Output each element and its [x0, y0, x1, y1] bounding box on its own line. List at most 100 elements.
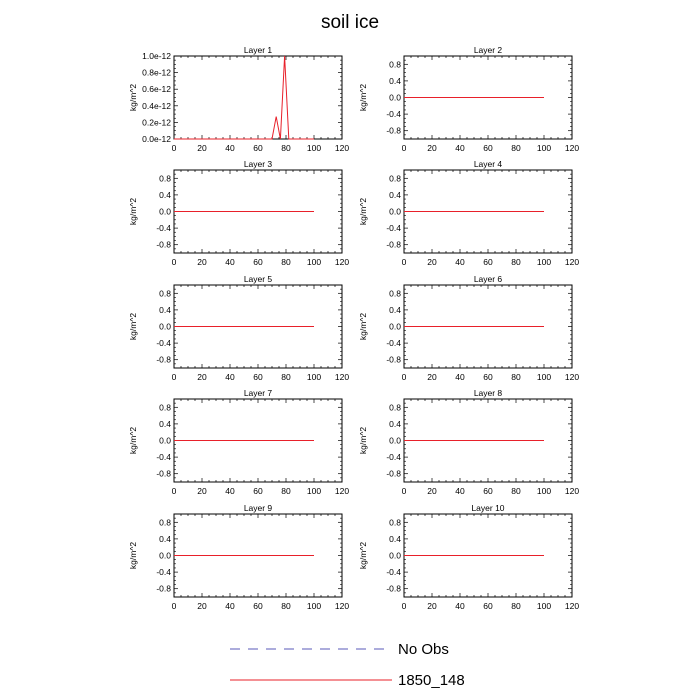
- y-tick-label: -0.8: [156, 240, 171, 250]
- x-tick-label: 40: [455, 257, 465, 267]
- y-axis-label: kg/m^2: [128, 313, 138, 340]
- x-tick-label: 60: [253, 486, 263, 496]
- y-tick-label: 0.8: [389, 402, 401, 412]
- x-tick-label: 20: [427, 257, 437, 267]
- plot-frame: [173, 55, 343, 140]
- x-tick-label: 0: [172, 601, 177, 611]
- y-tick-label: -0.8: [156, 584, 171, 594]
- panel-title: Layer 7: [244, 388, 273, 398]
- panel-layer-4: Layer 4 0 20 40 60 80 100 120 -0.8 -0.4 0.0 0.4 0.8 k…: [358, 159, 579, 267]
- panel-title: Layer 1: [244, 45, 273, 55]
- x-tick-label: 20: [427, 486, 437, 496]
- figure-title: soil ice: [321, 12, 379, 33]
- y-axis-label: kg/m^2: [358, 84, 368, 111]
- x-tick-label: 0: [402, 143, 407, 153]
- y-tick-label: -0.8: [386, 240, 401, 250]
- y-tick-label: -0.8: [156, 469, 171, 479]
- y-tick-label: 0.0: [159, 322, 171, 332]
- x-tick-label: 120: [565, 257, 579, 267]
- y-tick-label: -0.4: [386, 223, 401, 233]
- x-tick-label: 120: [335, 143, 349, 153]
- x-tick-label: 40: [455, 143, 465, 153]
- x-tick-label: 120: [565, 372, 579, 382]
- x-tick-label: 60: [483, 372, 493, 382]
- x-tick-label: 0: [402, 257, 407, 267]
- x-tick-label: 0: [402, 601, 407, 611]
- x-tick-label: 40: [455, 601, 465, 611]
- y-tick-label: 0.0: [159, 207, 171, 217]
- x-tick-label: 60: [483, 257, 493, 267]
- y-tick-label: 0.0: [389, 551, 401, 561]
- y-tick-label: 0.8: [389, 517, 401, 527]
- x-tick-label: 80: [281, 257, 291, 267]
- y-tick-label: -0.4: [386, 338, 401, 348]
- y-axis-label: kg/m^2: [128, 542, 138, 569]
- x-tick-label: 0: [172, 257, 177, 267]
- x-tick-label: 100: [537, 257, 551, 267]
- y-axis-label: kg/m^2: [128, 427, 138, 454]
- x-tick-label: 80: [511, 486, 521, 496]
- panel-layer-1: Layer 1 0 20 40 60 80 100 120 0.0e-12 0.2e-12 0.4e…: [128, 45, 349, 153]
- y-tick-label: -0.4: [386, 452, 401, 462]
- y-tick-label: -0.4: [156, 338, 171, 348]
- panel-title: Layer 8: [474, 388, 503, 398]
- y-tick-label: -0.8: [386, 584, 401, 594]
- x-tick-label: 20: [427, 601, 437, 611]
- x-tick-label: 60: [253, 143, 263, 153]
- x-tick-label: 120: [565, 601, 579, 611]
- x-tick-label: 60: [253, 372, 263, 382]
- x-tick-label: 100: [537, 372, 551, 382]
- x-tick-label: 60: [483, 143, 493, 153]
- y-tick-label: 1.0e-12: [142, 51, 171, 61]
- x-tick-label: 20: [427, 372, 437, 382]
- y-tick-label: 0.4: [159, 190, 171, 200]
- x-tick-label: 120: [335, 486, 349, 496]
- x-tick-label: 0: [172, 486, 177, 496]
- x-tick-label: 20: [197, 486, 207, 496]
- x-tick-label: 60: [253, 601, 263, 611]
- panel-layer-3: Layer 3 0 20 40 60 80 100 120 -0.8 -0.4 0.0 0.4 0.8 k…: [128, 159, 349, 267]
- x-tick-label: 40: [225, 372, 235, 382]
- panel-layer-6: Layer 6 0 20 40 60 80 100 120 -0.8 -0.4 0.0 0.4 0.8 k…: [358, 274, 579, 382]
- x-tick-label: 120: [335, 257, 349, 267]
- x-tick-label: 80: [281, 601, 291, 611]
- y-tick-label: 0.8: [389, 288, 401, 298]
- panel-title: Layer 10: [471, 503, 504, 513]
- y-axis-label: kg/m^2: [358, 427, 368, 454]
- x-tick-label: 100: [537, 143, 551, 153]
- y-tick-label: 0.4: [389, 190, 401, 200]
- panel-title: Layer 3: [244, 159, 273, 169]
- x-tick-label: 20: [197, 372, 207, 382]
- y-tick-label: 0.2e-12: [142, 117, 171, 127]
- x-tick-label: 100: [307, 257, 321, 267]
- y-tick-label: 0.0: [389, 93, 401, 103]
- y-tick-label: -0.8: [386, 469, 401, 479]
- legend-label-1850-148: 1850_148: [398, 672, 465, 689]
- x-tick-label: 120: [335, 601, 349, 611]
- x-tick-label: 40: [225, 486, 235, 496]
- y-tick-label: 0.0e-12: [142, 134, 171, 144]
- x-tick-label: 0: [172, 372, 177, 382]
- y-tick-label: 0.4: [159, 305, 171, 315]
- panel-layer-2: Layer 2 0 20 40 60 80 100 120 -0.8 -0.4 0.0 0.4 0.8 k…: [358, 45, 579, 153]
- x-tick-label: 80: [511, 372, 521, 382]
- y-axis-label: kg/m^2: [128, 198, 138, 225]
- y-tick-label: -0.4: [156, 567, 171, 577]
- y-tick-label: 0.4: [159, 534, 171, 544]
- y-tick-label: 0.8: [159, 402, 171, 412]
- x-tick-label: 0: [402, 372, 407, 382]
- x-tick-label: 80: [281, 143, 291, 153]
- x-tick-label: 100: [307, 601, 321, 611]
- y-tick-label: 0.0: [389, 436, 401, 446]
- x-tick-label: 20: [197, 257, 207, 267]
- x-tick-label: 0: [402, 486, 407, 496]
- y-tick-label: -0.4: [386, 567, 401, 577]
- x-tick-label: 0: [172, 143, 177, 153]
- y-tick-label: -0.8: [156, 355, 171, 365]
- y-tick-label: 0.4: [389, 305, 401, 315]
- y-tick-label: 0.4: [389, 76, 401, 86]
- legend: No Obs 1850_148: [230, 641, 465, 689]
- y-tick-label: 0.4: [389, 534, 401, 544]
- x-tick-label: 40: [225, 257, 235, 267]
- x-tick-label: 80: [511, 601, 521, 611]
